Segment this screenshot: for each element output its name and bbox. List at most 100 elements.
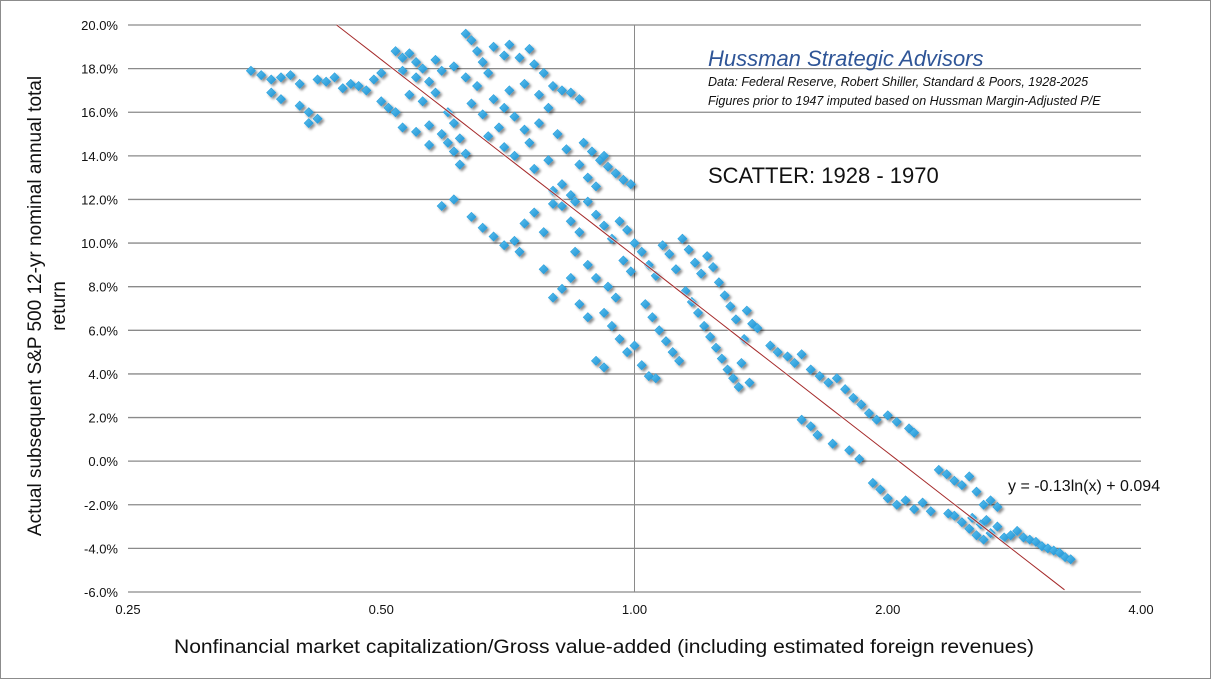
y-tick-label: 8.0% — [88, 280, 118, 295]
y-tick-label: 12.0% — [81, 192, 118, 207]
data-point — [477, 57, 488, 68]
data-point — [524, 137, 535, 148]
data-point — [812, 429, 823, 441]
data-point — [411, 72, 422, 83]
data-point — [404, 48, 415, 59]
data-point — [524, 43, 535, 55]
data-point — [565, 190, 576, 201]
y-axis-label-line-2: return — [49, 281, 70, 331]
data-point — [383, 102, 394, 113]
data-point — [882, 493, 893, 504]
data-point — [856, 399, 867, 410]
data-point — [466, 35, 477, 46]
data-point — [964, 523, 975, 534]
data-point — [814, 371, 825, 382]
imputation-note: Figures prior to 1947 imputed based on H… — [708, 94, 1101, 108]
data-point — [752, 323, 763, 334]
data-point — [696, 268, 707, 279]
data-point — [303, 118, 314, 129]
data-point — [565, 87, 576, 98]
data-point — [610, 292, 621, 303]
x-axis-tick-labels: 0.25 0.50 1.00 2.00 4.00 — [115, 602, 1153, 617]
y-tick-label: 14.0% — [81, 149, 118, 164]
data-point — [424, 139, 435, 150]
data-point — [629, 238, 640, 249]
data-point — [683, 244, 694, 255]
data-point — [417, 63, 428, 74]
data-point — [1018, 532, 1029, 543]
data-point — [823, 377, 834, 388]
data-point — [578, 137, 589, 148]
data-point — [488, 231, 499, 242]
data-point — [574, 299, 585, 310]
data-point — [713, 277, 724, 288]
data-point — [657, 240, 668, 251]
data-point — [1036, 541, 1047, 552]
y-tick-label: 10.0% — [81, 236, 118, 251]
data-point — [614, 216, 625, 227]
data-point — [943, 508, 954, 519]
data-point — [303, 107, 314, 118]
trendline — [335, 23, 1066, 591]
data-point — [917, 497, 928, 508]
data-point — [430, 54, 441, 65]
data-point — [599, 220, 610, 231]
x-tick-label: 2.00 — [875, 602, 900, 617]
data-point — [848, 392, 859, 403]
data-points — [245, 28, 1076, 565]
data-point — [719, 290, 730, 301]
data-point — [570, 246, 581, 257]
data-point — [602, 161, 614, 172]
data-point — [728, 373, 739, 384]
data-point — [460, 148, 471, 159]
data-point — [499, 142, 510, 153]
data-point — [643, 371, 654, 382]
chart-subtitle: SCATTER: 1928 - 1970 — [708, 163, 939, 188]
data-point — [574, 94, 585, 105]
data-point — [854, 453, 865, 464]
data-point — [582, 312, 593, 323]
data-point — [844, 445, 855, 456]
data-point — [547, 292, 558, 303]
trendline-path — [336, 24, 1065, 591]
data-point — [711, 342, 722, 353]
data-point — [590, 355, 602, 366]
chart-title: Hussman Strategic Advisors — [708, 46, 984, 71]
data-point — [674, 355, 685, 366]
data-point — [891, 499, 902, 510]
data-point — [529, 59, 540, 70]
data-point — [650, 373, 661, 384]
data-point — [448, 118, 459, 129]
data-point — [670, 264, 681, 275]
data-point — [1030, 536, 1041, 547]
y-tick-label: 4.0% — [88, 367, 118, 382]
data-point — [312, 74, 323, 85]
data-point — [538, 227, 549, 238]
data-point — [805, 364, 816, 375]
data-point — [561, 144, 572, 155]
data-point — [722, 364, 733, 375]
data-point — [556, 179, 568, 190]
data-point — [574, 159, 585, 170]
data-point — [708, 262, 719, 273]
data-point — [629, 340, 640, 351]
data-point — [466, 98, 477, 109]
data-point — [1054, 547, 1065, 558]
data-point — [716, 353, 727, 364]
data-point — [477, 222, 488, 233]
data-point — [981, 515, 992, 526]
data-point — [477, 109, 488, 120]
data-point — [552, 129, 563, 140]
data-point — [891, 416, 902, 427]
data-point — [782, 351, 793, 362]
data-point — [636, 246, 647, 257]
data-point — [417, 96, 428, 107]
y-tick-label: 20.0% — [81, 18, 118, 33]
data-point — [368, 74, 379, 85]
data-point — [488, 41, 499, 52]
data-point — [992, 521, 1003, 532]
data-point — [436, 200, 447, 212]
data-point — [949, 475, 960, 486]
data-point — [285, 70, 296, 81]
